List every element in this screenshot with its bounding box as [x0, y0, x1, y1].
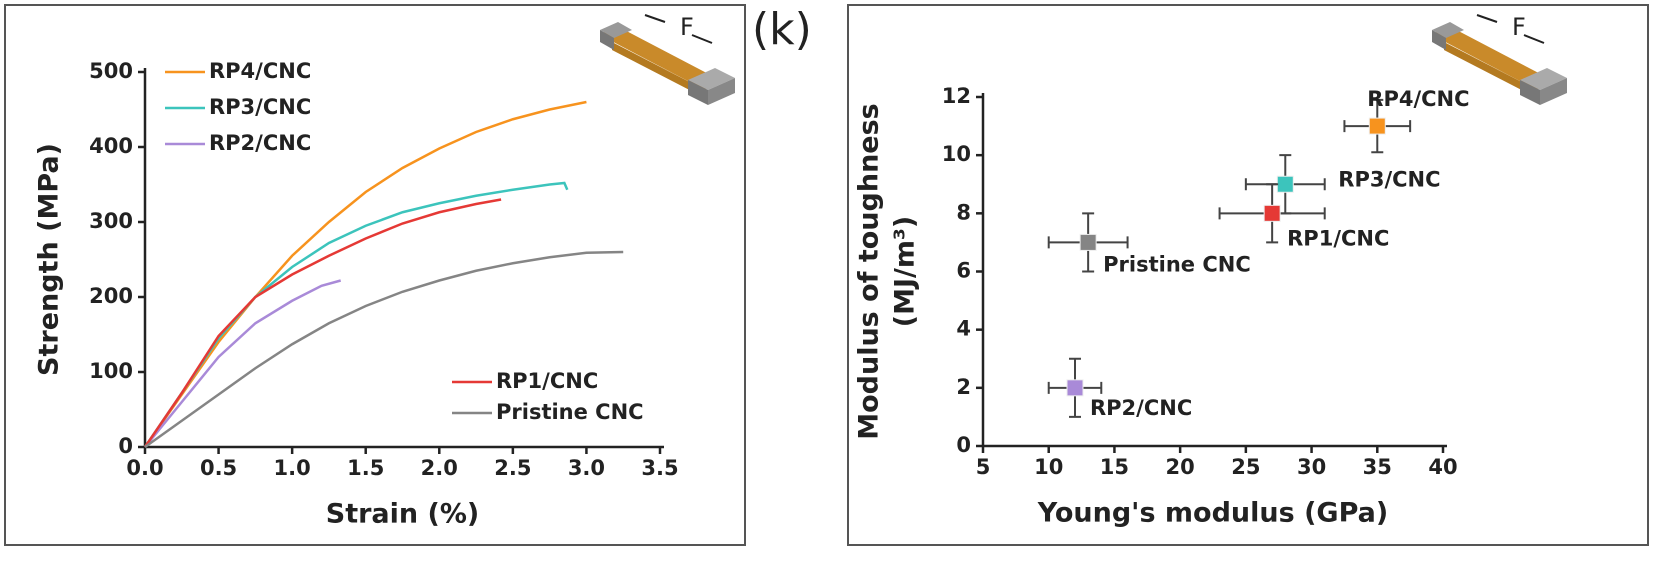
x-tick-label: 0.0 [126, 456, 163, 480]
marker [1067, 380, 1083, 396]
x-tick-label: 10 [1034, 455, 1063, 479]
y-tick-label: 0 [118, 434, 133, 458]
y-tick-label: 6 [956, 259, 971, 283]
legend-label: RP3/CNC [209, 95, 311, 119]
marker [1080, 234, 1096, 250]
x-tick-label: 40 [1428, 455, 1457, 479]
marker [1264, 205, 1280, 221]
legend-label: RP1/CNC [496, 369, 598, 393]
x-axis-title: Young's modulus (GPa) [1037, 498, 1388, 529]
marker [1369, 118, 1385, 134]
force-label: F [680, 13, 694, 41]
y-tick-label: 8 [956, 200, 971, 224]
point-label: Pristine CNC [1103, 252, 1251, 276]
y-axis-title: Modulus of toughness [854, 103, 885, 440]
x-tick-label: 0.5 [200, 456, 237, 480]
y-tick-label: 400 [89, 134, 133, 158]
x-tick-label: 35 [1363, 455, 1392, 479]
y-tick-label: 2 [956, 375, 971, 399]
legend-label: Pristine CNC [496, 400, 644, 424]
x-tick-label: 25 [1231, 455, 1260, 479]
y-tick-label: 4 [956, 317, 971, 341]
specimen-icon [600, 15, 735, 105]
legend-label: RP4/CNC [209, 59, 311, 83]
line-series [145, 281, 341, 448]
x-tick-label: 20 [1166, 455, 1195, 479]
x-tick-label: 1.0 [274, 456, 311, 480]
y-tick-label: 500 [89, 59, 133, 83]
y-tick-label: 100 [89, 359, 133, 383]
figure: F F (k) 0.00.51.01.52.02.53.03.501002003… [0, 0, 1658, 580]
y-axis-title: (MJ/m³) [890, 216, 921, 327]
marker [1277, 176, 1293, 192]
y-tick-label: 12 [942, 84, 971, 108]
y-tick-label: 200 [89, 284, 133, 308]
x-tick-label: 5 [976, 455, 991, 479]
x-tick-label: 3.5 [641, 456, 678, 480]
y-tick-label: 0 [956, 433, 971, 457]
x-tick-label: 1.5 [347, 456, 384, 480]
x-tick-label: 15 [1100, 455, 1129, 479]
x-axis-title: Strain (%) [326, 499, 480, 530]
legend-label: RP2/CNC [209, 131, 311, 155]
y-tick-label: 300 [89, 209, 133, 233]
x-tick-label: 30 [1297, 455, 1326, 479]
panel-label: (k) [752, 4, 812, 55]
point-label: RP1/CNC [1287, 226, 1389, 250]
y-tick-label: 10 [942, 142, 971, 166]
x-tick-label: 2.5 [494, 456, 531, 480]
point-label: RP3/CNC [1338, 167, 1440, 191]
x-tick-label: 3.0 [568, 456, 605, 480]
x-tick-label: 2.0 [421, 456, 458, 480]
force-label: F [1512, 13, 1526, 41]
y-axis-title: Strength (MPa) [34, 143, 65, 376]
point-label: RP2/CNC [1090, 396, 1192, 420]
point-label: RP4/CNC [1367, 87, 1469, 111]
